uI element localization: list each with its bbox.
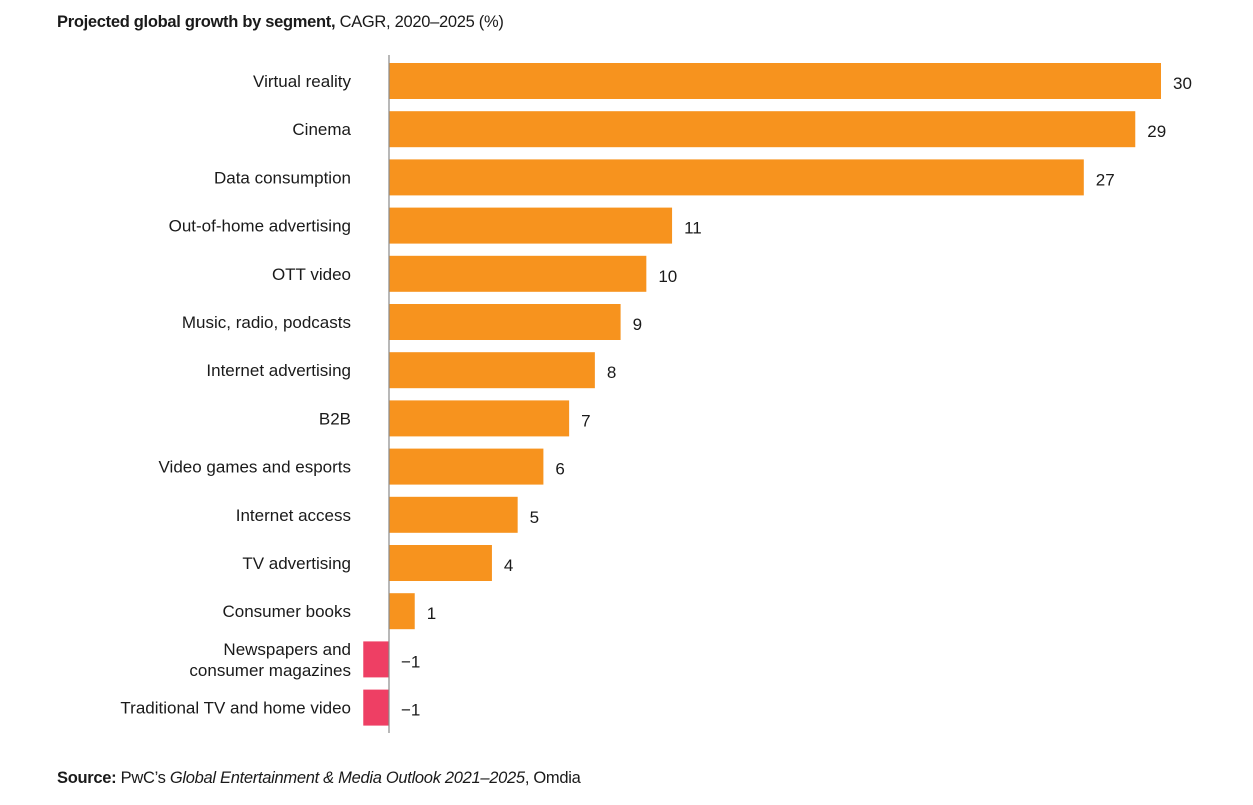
value-label: 5 bbox=[530, 508, 539, 527]
category-label-line: Virtual reality bbox=[253, 72, 351, 91]
value-label: 6 bbox=[555, 460, 564, 479]
category-label: OTT video bbox=[272, 265, 351, 284]
category-label: Internet access bbox=[236, 506, 351, 525]
chart-title: Projected global growth by segment, CAGR… bbox=[57, 13, 504, 32]
value-label: 7 bbox=[581, 411, 590, 430]
category-label: Out-of-home advertising bbox=[169, 217, 351, 236]
bar bbox=[389, 63, 1161, 99]
source-publication: Global Entertainment & Media Outlook 202… bbox=[169, 769, 525, 787]
category-label-line: B2B bbox=[319, 409, 351, 428]
category-label-line: Out-of-home advertising bbox=[169, 217, 351, 236]
value-label: 10 bbox=[658, 267, 677, 286]
bar bbox=[389, 207, 673, 244]
bar bbox=[389, 496, 518, 533]
value-label: 30 bbox=[1173, 74, 1192, 93]
source-note: Source: PwC’s Global Entertainment & Med… bbox=[57, 769, 581, 788]
category-label-line: Internet access bbox=[236, 506, 351, 525]
source-label: Source: bbox=[57, 769, 117, 787]
category-label-line: Video games and esports bbox=[159, 458, 351, 477]
category-label: TV advertising bbox=[242, 554, 351, 573]
category-label: Cinema bbox=[292, 120, 351, 139]
value-label: 8 bbox=[607, 363, 616, 382]
bar bbox=[389, 304, 621, 340]
value-label: 27 bbox=[1096, 170, 1115, 189]
category-label: Consumer books bbox=[222, 602, 351, 621]
bars-group bbox=[363, 63, 1161, 726]
category-label-line: consumer magazines bbox=[189, 661, 351, 680]
bar bbox=[363, 641, 389, 678]
value-label: −1 bbox=[401, 701, 420, 720]
category-label: Music, radio, podcasts bbox=[182, 313, 351, 332]
category-label-line: Cinema bbox=[292, 120, 351, 139]
value-labels-group: 30 29 27 11 10 9 8 7 6 5 4 1 −1 −1 bbox=[401, 74, 1192, 720]
category-label: Data consumption bbox=[214, 168, 351, 187]
value-label: 11 bbox=[684, 219, 702, 238]
bar bbox=[389, 352, 595, 389]
category-label-line: Newspapers and bbox=[223, 640, 351, 659]
category-label-line: Internet advertising bbox=[206, 361, 351, 380]
value-label: 9 bbox=[633, 315, 642, 334]
source-pre: PwC’s bbox=[116, 769, 170, 787]
bar bbox=[389, 593, 415, 630]
value-label: 4 bbox=[504, 556, 513, 575]
category-label-line: TV advertising bbox=[242, 554, 351, 573]
category-label: Virtual reality bbox=[253, 72, 351, 91]
chart-title-bold: Projected global growth by segment, bbox=[57, 13, 336, 31]
bar bbox=[389, 255, 647, 292]
category-label-line: Data consumption bbox=[214, 168, 351, 187]
bar bbox=[389, 545, 492, 581]
bar bbox=[389, 400, 570, 437]
bar bbox=[389, 448, 544, 485]
category-label: Internet advertising bbox=[206, 361, 351, 380]
category-label: Traditional TV and home video bbox=[120, 699, 351, 718]
category-label: Newspapers and consumer magazines bbox=[189, 640, 351, 680]
category-label-line: Consumer books bbox=[222, 602, 351, 621]
source-post: , Omdia bbox=[524, 769, 581, 787]
category-label-line: Traditional TV and home video bbox=[120, 699, 351, 718]
bar bbox=[389, 111, 1136, 148]
chart-title-regular: CAGR, 2020–2025 (%) bbox=[335, 13, 504, 31]
category-label-line: OTT video bbox=[272, 265, 351, 284]
category-label: Video games and esports bbox=[159, 458, 351, 477]
value-label: 29 bbox=[1147, 122, 1166, 141]
bar bbox=[389, 159, 1084, 196]
category-label: B2B bbox=[319, 409, 351, 428]
value-label: 1 bbox=[427, 604, 436, 623]
category-label-line: Music, radio, podcasts bbox=[182, 313, 351, 332]
value-label: −1 bbox=[401, 652, 420, 671]
category-labels-group: Virtual reality Cinema Data consumption Out… bbox=[120, 72, 351, 718]
bar bbox=[363, 689, 389, 726]
